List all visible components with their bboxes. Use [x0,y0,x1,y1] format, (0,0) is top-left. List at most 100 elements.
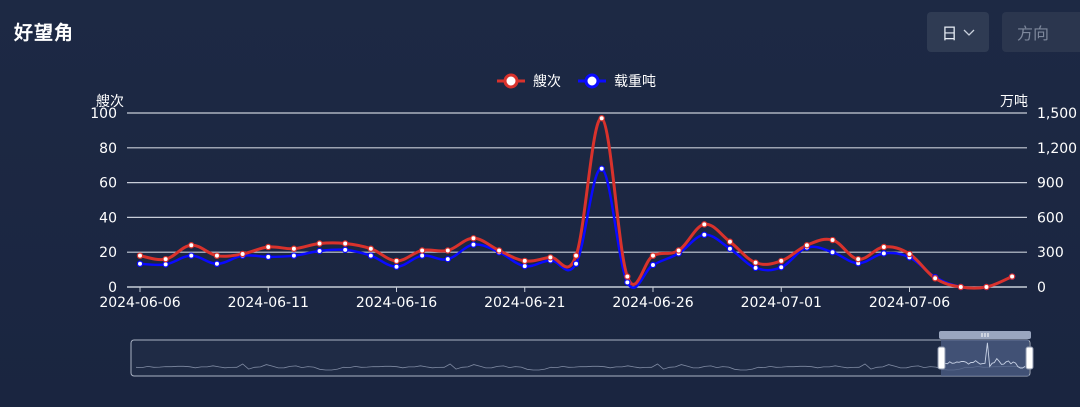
page-title: 好望角 [14,22,75,44]
data-point-ships[interactable] [649,252,657,259]
data-point-ships[interactable] [188,242,195,249]
data-point-tonnage[interactable] [624,279,631,286]
data-point-tonnage[interactable] [649,261,657,269]
data-point-ships[interactable] [778,257,785,265]
data-point-tonnage[interactable] [521,262,528,270]
data-point-ships[interactable] [239,250,246,258]
data-point-tonnage[interactable] [572,260,580,267]
y-right-tick-label: 900 [1037,176,1064,192]
data-point-ships[interactable] [957,283,965,291]
data-point-ships[interactable] [1008,273,1016,280]
data-point-ships[interactable] [829,236,836,244]
data-point-ships[interactable] [393,257,400,265]
data-point-ships[interactable] [880,243,888,251]
data-point-tonnage[interactable] [880,250,888,257]
legend-marker [584,73,600,89]
data-point-ships[interactable] [418,247,426,254]
data-point-ships[interactable] [675,247,682,254]
data-point-ships[interactable] [906,250,913,258]
y-left-tick-label: 0 [108,280,117,296]
data-point-ships[interactable] [316,240,323,247]
data-point-tonnage[interactable] [265,253,272,261]
x-tick-label: 2024-07-06 [869,295,950,311]
data-point-ships[interactable] [470,235,477,242]
data-point-tonnage[interactable] [393,263,400,270]
data-point-ships[interactable] [521,257,528,265]
data-point-tonnage[interactable] [752,264,759,272]
x-tick-label: 2024-07-01 [741,295,822,311]
y-right-tick-label: 1,200 [1037,141,1077,157]
data-point-ships[interactable] [983,283,990,291]
y-right-tick-label: 1,500 [1037,106,1077,122]
x-tick-label: 2024-06-21 [484,295,565,311]
data-point-ships[interactable] [342,240,349,247]
y-right-tick-label: 600 [1037,210,1064,226]
zoom-slider-track[interactable] [130,339,1031,377]
data-point-tonnage[interactable] [367,252,375,259]
legend-item-tonnage[interactable]: 载重吨 [578,73,656,90]
data-point-tonnage[interactable] [470,241,477,248]
zoom-window-overview [944,342,1026,369]
data-point-ships[interactable] [213,252,221,259]
y-right-axis-title: 万吨 [1000,94,1028,110]
data-point-tonnage[interactable] [598,165,605,172]
data-point-ships[interactable] [572,252,580,259]
data-point-tonnage[interactable] [188,252,195,259]
data-point-tonnage[interactable] [342,246,349,254]
data-point-ships[interactable] [855,255,862,263]
y-left-axis-title: 艘次 [96,94,124,110]
series-line-tonnage [139,167,1013,290]
data-point-ships[interactable] [726,238,734,245]
data-point-tonnage[interactable] [162,261,169,268]
x-tick-label: 2024-06-16 [356,295,437,311]
data-point-tonnage[interactable] [316,247,323,255]
data-point-ships[interactable] [598,115,605,122]
legend-item-ships[interactable]: 艘次 [497,73,561,90]
zoom-handle-left[interactable] [937,346,946,370]
data-point-ships[interactable] [624,273,631,280]
period-select-value: 日 [941,24,958,43]
data-point-tonnage[interactable] [418,252,426,259]
y-left-tick-label: 60 [99,176,117,192]
data-point-ships[interactable] [162,255,169,263]
data-point-ships[interactable] [495,247,503,254]
data-point-tonnage[interactable] [701,231,708,238]
data-point-ships[interactable] [136,252,144,259]
y-right-tick-label: 300 [1037,245,1064,261]
data-point-ships[interactable] [547,254,554,261]
data-point-ships[interactable] [803,242,811,249]
data-point-ships[interactable] [752,259,759,266]
data-point-ships[interactable] [444,247,451,254]
data-point-ships[interactable] [290,245,298,252]
legend-label: 艘次 [533,74,561,90]
data-point-ships[interactable] [367,245,375,252]
legend-marker [503,73,519,89]
x-tick-label: 2024-06-11 [228,295,309,311]
data-point-ships[interactable] [931,275,939,282]
zoom-slider-overview [135,363,1026,371]
data-point-tonnage[interactable] [726,245,734,252]
data-point-ships[interactable] [701,221,708,228]
period-select[interactable]: 日 [927,12,989,52]
y-left-tick-label: 80 [99,141,117,157]
y-left-tick-label: 40 [99,210,117,226]
zoom-handle-right[interactable] [1025,346,1034,370]
direction-select[interactable]: 方向 [1002,12,1080,52]
data-point-tonnage[interactable] [290,252,298,259]
x-tick-label: 2024-06-26 [612,295,693,311]
y-right-tick-label: 0 [1037,280,1046,296]
chevron-down-icon [963,29,974,36]
legend-label: 载重吨 [614,74,656,90]
data-point-tonnage[interactable] [444,255,451,263]
zoom-window[interactable] [941,340,1029,376]
y-left-tick-label: 20 [99,245,117,261]
data-point-tonnage[interactable] [213,260,221,267]
data-point-tonnage[interactable] [136,260,144,267]
data-point-tonnage[interactable] [778,264,785,271]
data-point-tonnage[interactable] [829,248,836,256]
direction-placeholder: 方向 [1017,24,1050,43]
x-tick-label: 2024-06-06 [99,295,180,311]
data-point-ships[interactable] [265,243,272,251]
